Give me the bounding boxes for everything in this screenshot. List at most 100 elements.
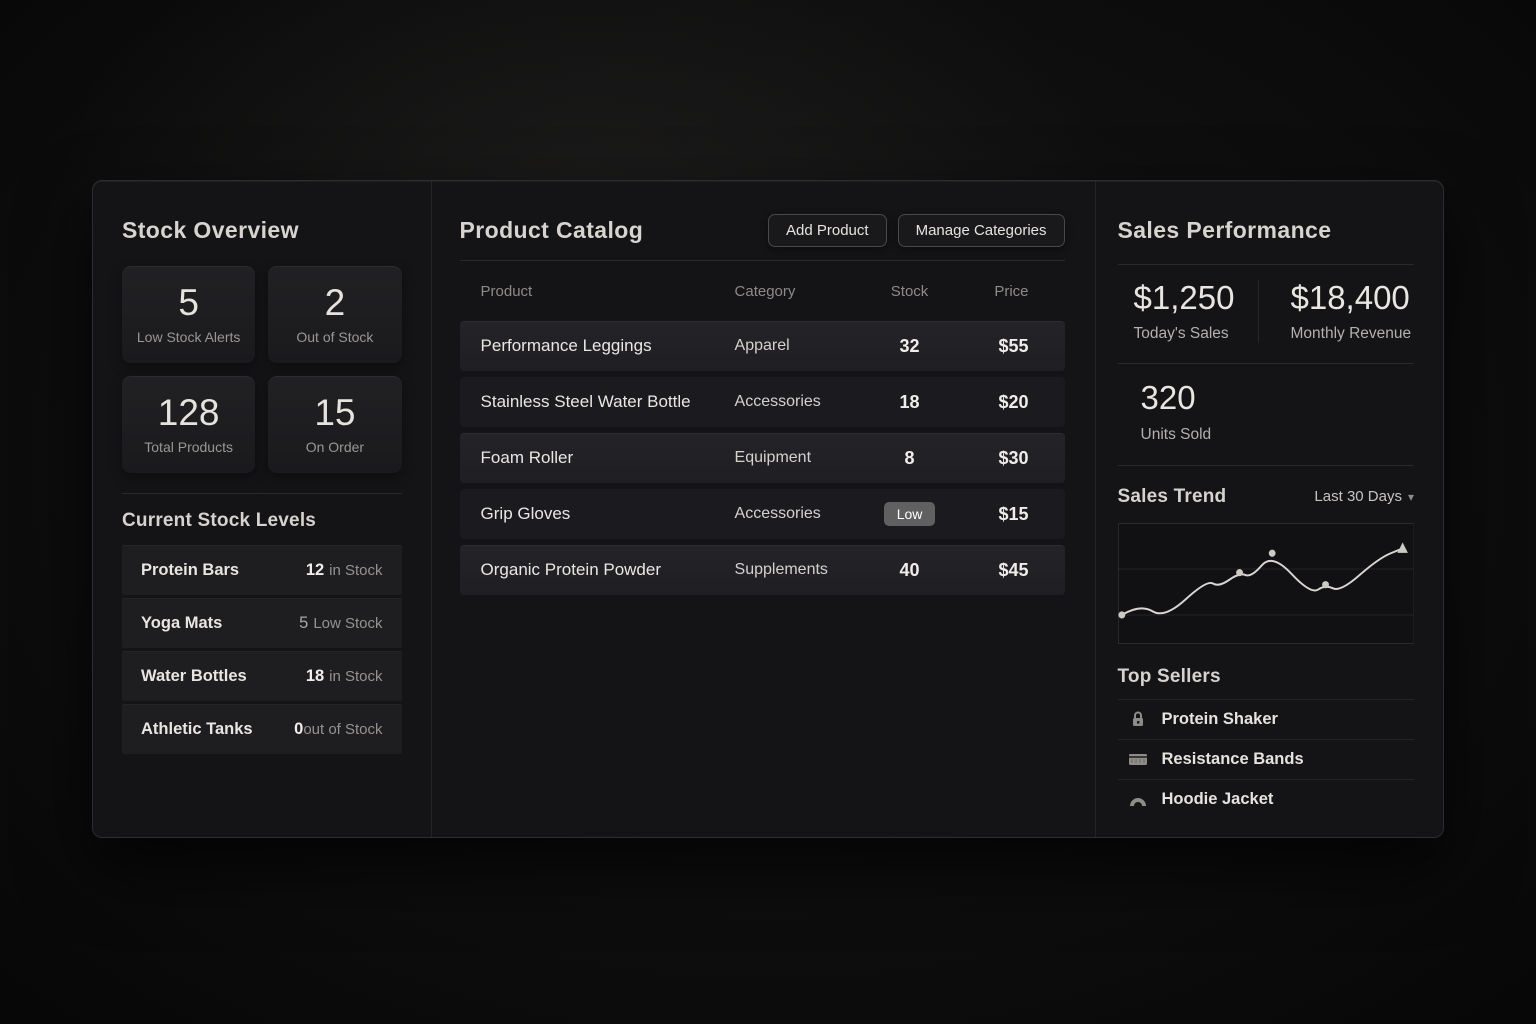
column-header-product: Product bbox=[480, 282, 533, 300]
product-stock: 8 bbox=[904, 447, 915, 468]
product-stock: 18 bbox=[899, 391, 920, 412]
stock-item-name: Protein Bars bbox=[141, 560, 240, 579]
chart-border bbox=[1117, 522, 1414, 644]
manage-categories-button[interactable]: Manage Categories bbox=[897, 214, 1065, 247]
product-name: Grip Gloves bbox=[480, 504, 571, 523]
product-stock-badge-cell: Low bbox=[865, 502, 955, 526]
stat-value: 2 bbox=[324, 282, 346, 323]
product-category: Supplements bbox=[734, 561, 828, 578]
product-price: $15 bbox=[998, 503, 1029, 524]
section-divider bbox=[1117, 464, 1414, 466]
section-divider bbox=[1117, 264, 1414, 265]
sales-performance-title: Sales Performance bbox=[1117, 217, 1332, 243]
product-category: Accessories bbox=[734, 505, 821, 522]
stock-item-name: Yoga Mats bbox=[141, 613, 223, 632]
section-divider bbox=[1117, 363, 1414, 365]
sales-stats: $1,250 Today's Sales $18,400 Monthly Rev… bbox=[1118, 265, 1415, 363]
product-name: Performance Leggings bbox=[480, 336, 652, 355]
product-category: Accessories bbox=[734, 393, 821, 410]
stat-value: $1,250 bbox=[1133, 279, 1235, 316]
top-seller-row: Resistance Bands bbox=[1117, 738, 1414, 779]
top-seller-row: Protein Shaker bbox=[1117, 698, 1414, 739]
stock-level-row: Athletic Tanks 0out of Stock bbox=[122, 704, 402, 754]
product-table: Performance Leggings Apparel 32 $55 Stai… bbox=[459, 321, 1065, 595]
top-seller-name: Protein Shaker bbox=[1161, 709, 1278, 728]
table-row[interactable]: Performance Leggings Apparel 32 $55 bbox=[459, 321, 1065, 371]
section-divider bbox=[459, 260, 1065, 261]
stat-value: 5 bbox=[178, 282, 199, 323]
stock-level-row: Protein Bars 12 in Stock bbox=[122, 545, 402, 595]
inventory-dashboard: Stock Overview 5 Low Stock Alerts 2 Out … bbox=[92, 180, 1444, 838]
product-price: $55 bbox=[998, 335, 1029, 356]
stock-overview-title: Stock Overview bbox=[122, 217, 299, 243]
stock-item-name: Water Bottles bbox=[141, 666, 247, 685]
product-category: Equipment bbox=[734, 449, 812, 466]
units-sold-stat: 320 Units Sold bbox=[1118, 364, 1415, 464]
sales-trend-header: Sales Trend Last 30 Days ▾ bbox=[1118, 486, 1415, 508]
stat-label: Today's Sales bbox=[1133, 325, 1229, 343]
trend-markers bbox=[1117, 542, 1408, 619]
product-catalog-title: Product Catalog bbox=[459, 217, 644, 243]
top-seller-row: Hoodie Jacket bbox=[1117, 778, 1414, 819]
stock-item-value: 12 bbox=[305, 560, 325, 579]
catalog-header: Product Catalog Add Product Manage Categ… bbox=[460, 214, 1065, 247]
table-row[interactable]: Organic Protein Powder Supplements 40 $4… bbox=[459, 545, 1065, 595]
stat-card-total-products: 128 Total Products bbox=[122, 376, 256, 473]
stat-label: Monthly Revenue bbox=[1290, 325, 1412, 343]
stat-label: Out of Stock bbox=[296, 329, 374, 345]
stat-card-on-order: 15 On Order bbox=[268, 376, 402, 473]
stat-card-out-of-stock: 2 Out of Stock bbox=[268, 266, 402, 363]
column-header-category: Category bbox=[734, 282, 796, 300]
section-divider bbox=[122, 493, 402, 494]
top-sellers-list: Protein Shaker Resistance Bands Hoodie J… bbox=[1117, 698, 1414, 819]
column-header-stock: Stock bbox=[890, 282, 929, 300]
column-header-price: Price bbox=[994, 282, 1029, 300]
product-catalog-panel: Product Catalog Add Product Manage Categ… bbox=[430, 181, 1095, 837]
stock-item-unit: out of Stock bbox=[303, 720, 383, 738]
stat-value: 15 bbox=[314, 392, 356, 433]
stock-stat-grid: 5 Low Stock Alerts 2 Out of Stock 128 To… bbox=[122, 266, 402, 473]
stock-item-value: 5 bbox=[299, 613, 309, 632]
monthly-revenue-stat: $18,400 Monthly Revenue bbox=[1257, 279, 1415, 344]
table-header: Product Category Stock Price bbox=[460, 261, 1065, 321]
product-name: Organic Protein Powder bbox=[480, 560, 662, 579]
table-row[interactable]: Stainless Steel Water Bottle Accessories… bbox=[459, 377, 1065, 427]
top-seller-name: Hoodie Jacket bbox=[1161, 789, 1274, 808]
stock-item-unit: in Stock bbox=[329, 561, 383, 579]
chevron-down-icon: ▾ bbox=[1407, 489, 1414, 504]
stat-label: Total Products bbox=[144, 439, 233, 455]
stat-value: 320 bbox=[1140, 379, 1196, 417]
stock-level-row: Water Bottles 18 in Stock bbox=[122, 651, 402, 701]
add-product-button[interactable]: Add Product bbox=[768, 214, 887, 247]
date-range-dropdown[interactable]: Last 30 Days ▾ bbox=[1314, 488, 1414, 505]
sales-trend-title: Sales Trend bbox=[1117, 485, 1227, 507]
stock-item-unit: in Stock bbox=[329, 667, 383, 685]
stock-item-value: 0 bbox=[294, 719, 304, 738]
table-row[interactable]: Grip Gloves Accessories Low $15 bbox=[459, 489, 1065, 539]
product-name: Stainless Steel Water Bottle bbox=[480, 392, 691, 411]
todays-sales-stat: $1,250 Today's Sales bbox=[1118, 279, 1258, 343]
resistance-bands-icon bbox=[1128, 749, 1148, 769]
trend-line bbox=[1120, 547, 1404, 616]
sales-performance-panel: Sales Performance $1,250 Today's Sales $… bbox=[1094, 181, 1444, 837]
product-price: $20 bbox=[998, 391, 1029, 412]
stat-card-low-stock-alerts: 5 Low Stock Alerts bbox=[122, 266, 256, 363]
top-sellers-title: Top Sellers bbox=[1117, 665, 1221, 687]
stat-value: $18,400 bbox=[1290, 279, 1410, 316]
current-stock-levels-title: Current Stock Levels bbox=[122, 510, 317, 531]
stat-value: 128 bbox=[157, 392, 220, 433]
stock-overview-panel: Stock Overview 5 Low Stock Alerts 2 Out … bbox=[93, 181, 431, 837]
sales-trend-chart bbox=[1117, 522, 1414, 644]
stock-item-name: Athletic Tanks bbox=[141, 719, 253, 738]
stock-item-value: 18 bbox=[305, 666, 325, 685]
stat-label: Low Stock Alerts bbox=[136, 329, 241, 345]
product-name: Foam Roller bbox=[480, 448, 574, 467]
table-row[interactable]: Foam Roller Equipment 8 $30 bbox=[459, 433, 1065, 483]
product-stock: 32 bbox=[899, 335, 920, 356]
product-price: $30 bbox=[998, 447, 1029, 468]
stat-label: Units Sold bbox=[1140, 425, 1212, 443]
date-range-label: Last 30 Days bbox=[1314, 488, 1402, 506]
stat-label: On Order bbox=[305, 439, 365, 455]
stock-levels-list: Protein Bars 12 in Stock Yoga Mats 5 Low S… bbox=[122, 545, 402, 754]
product-stock: 40 bbox=[899, 559, 920, 580]
